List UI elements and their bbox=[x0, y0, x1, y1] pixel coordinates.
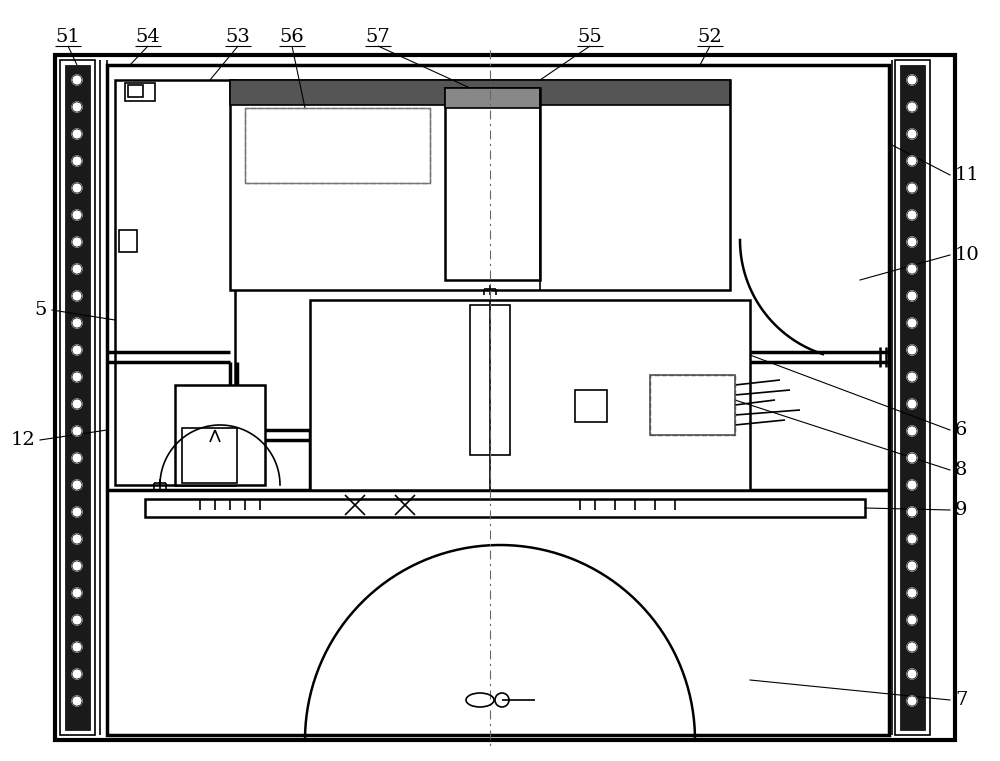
Text: 52: 52 bbox=[698, 28, 722, 46]
Text: 51: 51 bbox=[56, 28, 80, 46]
Bar bbox=[230, 80, 730, 290]
Circle shape bbox=[72, 561, 82, 571]
Text: 11: 11 bbox=[955, 166, 980, 184]
Circle shape bbox=[907, 102, 917, 112]
Circle shape bbox=[72, 642, 82, 652]
Circle shape bbox=[72, 453, 82, 463]
Circle shape bbox=[72, 399, 82, 409]
Circle shape bbox=[907, 399, 917, 409]
Circle shape bbox=[907, 291, 917, 301]
Bar bbox=[650, 375, 735, 435]
Circle shape bbox=[72, 129, 82, 139]
Bar bbox=[119, 230, 137, 252]
Bar bbox=[445, 88, 540, 280]
Circle shape bbox=[907, 318, 917, 328]
Text: 55: 55 bbox=[578, 28, 602, 46]
Bar bbox=[650, 375, 735, 435]
Circle shape bbox=[907, 480, 917, 490]
Text: 12: 12 bbox=[10, 431, 35, 449]
Circle shape bbox=[907, 129, 917, 139]
Bar bbox=[900, 65, 925, 730]
Bar bbox=[470, 305, 510, 455]
Text: 57: 57 bbox=[366, 28, 390, 46]
Text: 54: 54 bbox=[136, 28, 160, 46]
Circle shape bbox=[907, 669, 917, 679]
Circle shape bbox=[907, 642, 917, 652]
Circle shape bbox=[72, 669, 82, 679]
Text: 53: 53 bbox=[226, 28, 250, 46]
Bar bbox=[245, 108, 430, 183]
Circle shape bbox=[907, 561, 917, 571]
Circle shape bbox=[72, 588, 82, 598]
Circle shape bbox=[72, 183, 82, 193]
Circle shape bbox=[72, 615, 82, 625]
Circle shape bbox=[907, 696, 917, 706]
Circle shape bbox=[907, 210, 917, 220]
Circle shape bbox=[72, 534, 82, 544]
Circle shape bbox=[907, 507, 917, 517]
Circle shape bbox=[72, 210, 82, 220]
Circle shape bbox=[907, 183, 917, 193]
Circle shape bbox=[72, 102, 82, 112]
Circle shape bbox=[72, 426, 82, 436]
Text: 7: 7 bbox=[955, 691, 967, 709]
Bar bbox=[65, 65, 90, 730]
Circle shape bbox=[907, 264, 917, 274]
Bar bbox=[310, 300, 750, 490]
Bar bbox=[128, 85, 143, 97]
Circle shape bbox=[907, 453, 917, 463]
Bar bbox=[107, 65, 889, 735]
Circle shape bbox=[72, 345, 82, 355]
Text: 5: 5 bbox=[35, 301, 47, 319]
Circle shape bbox=[72, 156, 82, 166]
Circle shape bbox=[72, 264, 82, 274]
Circle shape bbox=[72, 480, 82, 490]
Circle shape bbox=[72, 291, 82, 301]
Bar bbox=[125, 83, 155, 101]
Bar bbox=[245, 108, 430, 183]
Circle shape bbox=[907, 534, 917, 544]
Text: 9: 9 bbox=[955, 501, 968, 519]
Circle shape bbox=[72, 318, 82, 328]
Text: 8: 8 bbox=[955, 461, 967, 479]
Bar bbox=[230, 80, 730, 105]
Circle shape bbox=[907, 615, 917, 625]
Text: 10: 10 bbox=[955, 246, 980, 264]
Circle shape bbox=[907, 156, 917, 166]
Bar bbox=[60, 60, 95, 735]
Circle shape bbox=[72, 237, 82, 247]
Circle shape bbox=[72, 75, 82, 85]
Bar bbox=[895, 60, 930, 735]
Bar bbox=[115, 80, 235, 485]
Circle shape bbox=[907, 372, 917, 382]
Circle shape bbox=[907, 237, 917, 247]
Bar bbox=[445, 88, 540, 108]
Bar bbox=[575, 390, 607, 422]
Text: 6: 6 bbox=[955, 421, 967, 439]
Circle shape bbox=[72, 372, 82, 382]
Circle shape bbox=[907, 426, 917, 436]
Bar bbox=[175, 385, 265, 485]
Circle shape bbox=[907, 75, 917, 85]
Circle shape bbox=[907, 345, 917, 355]
Text: 56: 56 bbox=[280, 28, 304, 46]
Bar bbox=[182, 428, 237, 483]
Circle shape bbox=[907, 588, 917, 598]
Bar bbox=[145, 499, 865, 517]
Circle shape bbox=[72, 696, 82, 706]
Circle shape bbox=[72, 507, 82, 517]
